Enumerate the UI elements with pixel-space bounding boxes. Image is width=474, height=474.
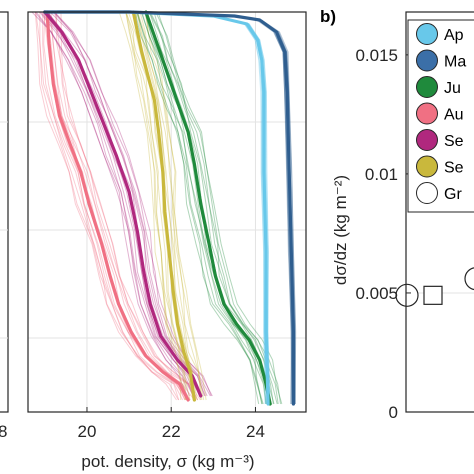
panel-label-b: b) [320,7,336,26]
legend-marker [416,155,438,178]
mean-profile-line [144,10,272,406]
panel-b-frame [405,11,474,413]
legend-marker [416,76,438,98]
ensemble-line [118,11,182,401]
legend-label: Gr [444,186,462,203]
ensemble-line [153,11,279,405]
ensemble-line [50,11,196,401]
panel-a-x-ticks: 20 22 24 [78,407,265,441]
ensemble-line [134,11,260,405]
ensemble-line [39,11,196,397]
legend-marker [416,23,438,45]
panel-a-x-tick-label: 22 [162,422,181,441]
circle-marker [395,283,419,307]
legend-label: Ju [444,80,461,97]
ensemble-line [35,11,194,397]
ensemble-line [47,11,205,397]
legend-label: Se [444,133,464,150]
mean-profile-line [43,10,295,406]
legend-label: Se [444,160,464,177]
legend-marker [416,49,438,72]
panel-b-y-tick-label: 0.005 [355,284,398,303]
ensemble-line [139,11,205,401]
ensemble-line [125,11,186,401]
panel-a-x-tick-label: 24 [246,422,265,441]
ensemble-line [125,11,187,401]
legend-marker [416,182,438,204]
ensemble-line [60,11,201,401]
ensemble-line [157,11,281,405]
ensemble-line [137,11,196,401]
left-edge-panel: 8 [0,11,9,441]
ensemble-line [34,11,177,401]
legend-marker [416,102,438,125]
mean-profile-line [45,10,190,402]
panel-b-markers [395,267,474,307]
ensemble-line [42,12,184,401]
panel-a: 20 22 24 pot. density, σ (kg m⁻³) [27,10,307,471]
ensemble-line [140,11,264,405]
ensemble-line [31,11,188,397]
ensemble-line [137,11,263,405]
x-axis-title: pot. density, σ (kg m⁻³) [81,452,254,471]
legend-label: Ap [444,27,464,44]
ensemble-line [49,11,208,397]
panel-b-y-ticks: 0 0.005 0.01 0.015 [355,46,411,422]
ensemble-line [149,11,278,405]
ensemble-line [52,11,211,397]
ensemble-line [144,11,203,401]
panel-a-frame [27,11,307,413]
ensemble-line [42,11,201,397]
ensemble-line [54,11,199,401]
ensemble-line [136,11,198,401]
ensemble-line [141,11,267,405]
ensemble-line [43,11,186,401]
left-edge-x-tick-label: 8 [0,422,7,441]
legend: Ap Ma Ju Au Se Se Gr [407,19,474,213]
panel-b-y-tick-label: 0 [389,403,398,422]
ensemble-line [144,11,267,405]
ensemble-line [39,11,180,401]
ensemble-line [136,11,263,405]
mean-profile-line [131,10,196,402]
panel-a-mean-lines [43,10,295,406]
circle-marker [464,267,474,291]
ensemble-line [35,11,179,401]
panel-b-y-tick-label: 0.01 [365,165,398,184]
ensemble-line [56,11,199,401]
legend-label: Au [444,107,464,124]
legend-label: Ma [444,54,466,71]
legend-marker [416,129,438,151]
ensemble-line [125,11,187,401]
ensemble-line [34,11,190,397]
ensemble-line [48,11,195,401]
ensemble-line [148,11,274,405]
panel-b: 0 0.005 0.01 0.015 dσ/dz (kg m⁻²) b) Ap Ma Ju… [320,7,474,422]
ensemble-line [40,11,195,397]
left-edge-panel-frame [0,11,9,413]
square-marker [423,285,443,305]
panel-b-y-tick-label: 0.015 [355,46,398,65]
panel-a-x-tick-label: 20 [78,422,97,441]
mean-profile-line [43,10,203,398]
ensemble-line [145,11,207,401]
ensemble-line [125,11,191,401]
y-axis-title: dσ/dz (kg m⁻²) [331,175,350,285]
ensemble-line [137,11,202,401]
